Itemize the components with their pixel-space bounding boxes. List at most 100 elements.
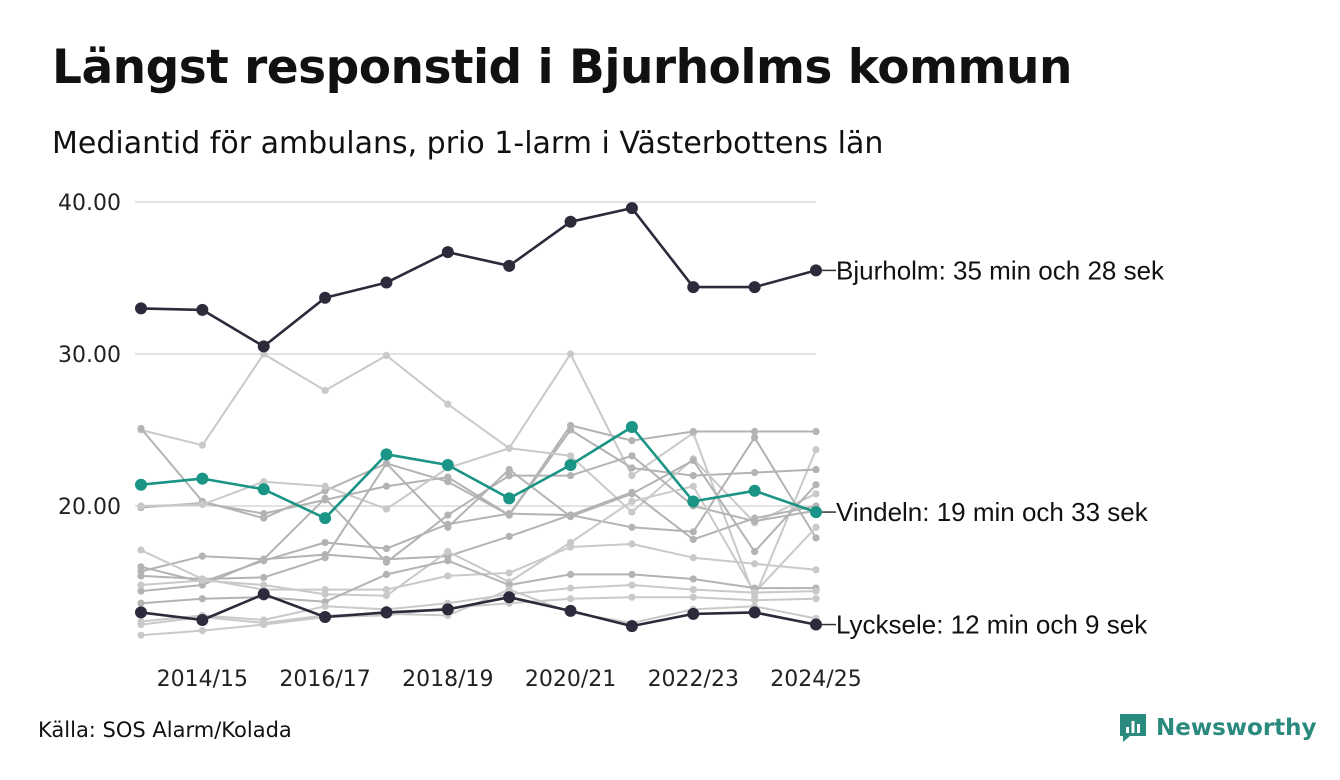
background-series-6-point	[689, 528, 697, 536]
background-series-3-point	[566, 426, 575, 434]
background-series-3-point	[751, 468, 759, 477]
background-series-6-point	[321, 538, 329, 547]
series-vindeln-end-label: Vindeln: 19 min och 33 sek	[836, 497, 1149, 527]
source-note: Källa: SOS Alarm/Kolada	[38, 718, 292, 742]
background-series-6-point	[382, 544, 391, 553]
y-tick-label: 30.00	[58, 343, 121, 368]
series-bjurholm-point	[564, 215, 577, 228]
background-series-1-point	[812, 446, 820, 454]
background-series-12-point	[689, 586, 697, 594]
background-series-11-point	[444, 557, 452, 565]
background-series-13-point	[689, 593, 697, 601]
background-series-4-line	[140, 447, 817, 524]
background-series-8-point	[444, 511, 452, 519]
background-series-3-point	[260, 509, 268, 518]
brand-name: Newsworthy	[1156, 715, 1317, 741]
end-labels: Bjurholm: 35 min och 28 sek Vindeln: 19 m…	[822, 255, 1165, 640]
background-series-8-point	[382, 558, 391, 566]
series-lycksele-point	[441, 603, 454, 616]
series-lycksele-point	[503, 591, 516, 604]
x-tick-label: 2024/25	[770, 667, 861, 692]
background-series-5-line	[140, 459, 817, 580]
series-bjurholm-point	[135, 302, 147, 315]
background-series-8-point	[505, 472, 513, 480]
background-series-2-point	[689, 427, 697, 436]
chart-title: Längst responstid i Bjurholms kommun	[52, 40, 1072, 95]
background-series-5-point	[751, 548, 759, 556]
background-series-8-point	[260, 555, 268, 563]
background-series-13-point	[566, 595, 575, 603]
background-series-12-point	[321, 602, 329, 610]
background-series-9-point	[505, 569, 513, 577]
background-series-9-point	[751, 560, 759, 568]
series-bjurholm	[135, 202, 822, 353]
background-series-9-point	[137, 546, 145, 554]
background-series-1-point	[566, 350, 575, 358]
series-lycksele-point	[135, 606, 147, 619]
background-series-10-point	[321, 590, 329, 598]
background-series-12-line	[140, 584, 817, 623]
background-series-13-point	[751, 596, 759, 604]
series-lycksele-point	[319, 610, 332, 623]
x-tick-label: 2016/17	[279, 667, 370, 692]
background-series-1-point	[260, 350, 268, 358]
series-vindeln-point	[257, 483, 270, 496]
background-series-5-point	[812, 481, 820, 489]
series-bjurholm-point	[810, 264, 822, 277]
series-lycksele-line	[140, 592, 817, 628]
background-series-11-point	[137, 599, 145, 607]
background-series-3	[137, 426, 820, 519]
background-series-9-point	[812, 566, 820, 574]
background-series-3-point	[689, 472, 697, 480]
series-vindeln-point	[196, 472, 209, 485]
background-series-10-point	[198, 576, 206, 585]
background-series-4-point	[260, 478, 268, 486]
series-bjurholm-point	[380, 276, 393, 289]
background-series-14-point	[137, 620, 145, 629]
highlighted-series	[135, 202, 822, 633]
background-series-10-line	[140, 485, 817, 597]
brand-logo: Newsworthy	[1118, 712, 1317, 744]
background-series-13	[137, 593, 820, 639]
x-tick-label: 2022/23	[648, 667, 739, 692]
background-series-2-line	[140, 424, 816, 520]
x-axis-ticks: 2014/15 2016/17 2018/19 2020/21 2022/23 2024/…	[157, 667, 862, 692]
background-series-4-point	[321, 482, 329, 490]
series-vindeln-point	[380, 448, 393, 461]
background-series-4-point	[382, 505, 391, 513]
background-series-7-point	[198, 552, 206, 560]
background-series-4-point	[812, 490, 820, 498]
background-series-6-point	[812, 534, 820, 542]
background-series-8-line	[140, 454, 817, 593]
background-series-13-line	[140, 596, 817, 637]
background-series-6-point	[505, 509, 513, 518]
background-series-14-point	[260, 619, 268, 627]
x-tick-label: 2020/21	[525, 667, 616, 692]
background-series-7-point	[689, 535, 697, 544]
background-series-1-point	[444, 400, 452, 408]
background-series-8-point	[628, 452, 636, 460]
background-series-6-point	[444, 520, 452, 528]
series-vindeln-point	[810, 506, 822, 519]
background-series-13-point	[137, 631, 145, 639]
background-series-14	[137, 586, 820, 629]
series-vindeln-line	[140, 425, 817, 520]
background-series-12-point	[812, 587, 820, 595]
background-series-2-point	[137, 424, 145, 433]
background-series-1	[137, 350, 820, 601]
series-bjurholm-point	[625, 202, 638, 215]
background-series-1-point	[321, 386, 329, 395]
series-vindeln	[135, 420, 822, 525]
background-series-10-point	[260, 581, 268, 589]
background-series-10-point	[566, 538, 575, 547]
background-series-13-point	[628, 593, 636, 601]
background-series-8-point	[137, 587, 145, 595]
series-lycksele-point	[196, 614, 209, 626]
background-series-7-point	[566, 511, 575, 519]
background-series-11-point	[382, 570, 391, 579]
background-series-2-point	[751, 427, 759, 436]
background-series-5-point	[260, 573, 268, 582]
background-series-10-point	[137, 581, 145, 589]
background-series	[137, 350, 820, 639]
